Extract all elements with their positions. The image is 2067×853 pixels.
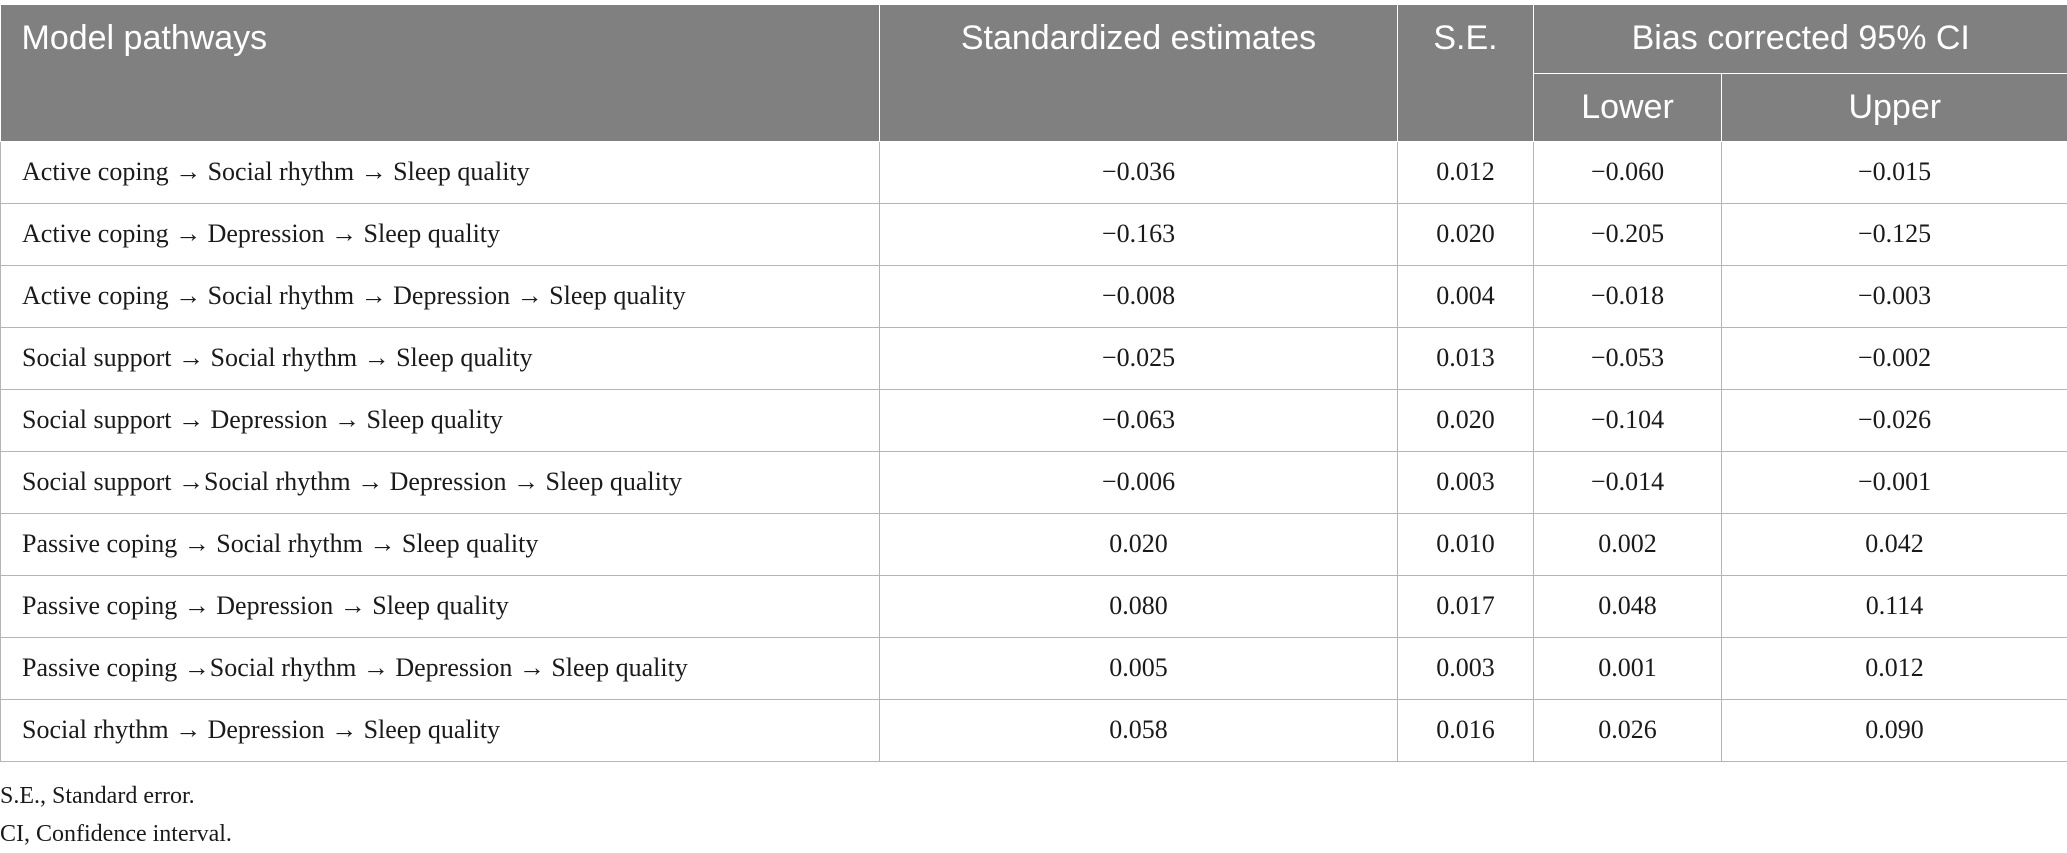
- cell-upper: 0.042: [1722, 513, 2067, 575]
- cell-estimate: −0.008: [880, 265, 1398, 327]
- cell-se: 0.016: [1398, 699, 1534, 761]
- note-confidence-interval: CI, Confidence interval.: [0, 815, 232, 853]
- cell-lower: 0.026: [1534, 699, 1722, 761]
- cell-pathway: Passive coping → Depression → Sleep qual…: [1, 575, 880, 637]
- cell-se: 0.003: [1398, 451, 1534, 513]
- cell-estimate: −0.063: [880, 389, 1398, 451]
- cell-upper: 0.090: [1722, 699, 2067, 761]
- cell-estimate: 0.005: [880, 637, 1398, 699]
- cell-se: 0.017: [1398, 575, 1534, 637]
- mediation-table: Model pathways Standardized estimates S.…: [0, 5, 2067, 762]
- cell-estimate: 0.020: [880, 513, 1398, 575]
- cell-pathway: Social rhythm → Depression → Sleep quali…: [1, 699, 880, 761]
- cell-se: 0.012: [1398, 141, 1534, 203]
- table-notes: S.E., Standard error. CI, Confidence int…: [0, 777, 232, 853]
- header-upper: Upper: [1722, 73, 2067, 141]
- cell-upper: −0.015: [1722, 141, 2067, 203]
- cell-se: 0.004: [1398, 265, 1534, 327]
- note-standard-error: S.E., Standard error.: [0, 777, 232, 815]
- cell-se: 0.020: [1398, 389, 1534, 451]
- cell-estimate: −0.025: [880, 327, 1398, 389]
- table-row: Active coping → Social rhythm → Sleep qu…: [1, 141, 2067, 203]
- cell-upper: −0.003: [1722, 265, 2067, 327]
- cell-estimate: −0.006: [880, 451, 1398, 513]
- cell-upper: −0.002: [1722, 327, 2067, 389]
- table-header: Model pathways Standardized estimates S.…: [1, 5, 2067, 141]
- cell-lower: 0.048: [1534, 575, 1722, 637]
- table-row: Social support → Social rhythm → Sleep q…: [1, 327, 2067, 389]
- cell-se: 0.010: [1398, 513, 1534, 575]
- cell-lower: −0.205: [1534, 203, 1722, 265]
- cell-upper: 0.114: [1722, 575, 2067, 637]
- cell-lower: −0.060: [1534, 141, 1722, 203]
- cell-pathway: Active coping → Depression → Sleep quali…: [1, 203, 880, 265]
- cell-se: 0.003: [1398, 637, 1534, 699]
- table-row: Passive coping → Depression → Sleep qual…: [1, 575, 2067, 637]
- header-lower: Lower: [1534, 73, 1722, 141]
- cell-lower: −0.104: [1534, 389, 1722, 451]
- header-ci-group: Bias corrected 95% CI: [1534, 5, 2067, 73]
- cell-upper: −0.001: [1722, 451, 2067, 513]
- cell-lower: −0.018: [1534, 265, 1722, 327]
- table-row: Passive coping → Social rhythm → Sleep q…: [1, 513, 2067, 575]
- table-body: Active coping → Social rhythm → Sleep qu…: [1, 141, 2067, 761]
- cell-estimate: −0.163: [880, 203, 1398, 265]
- cell-pathway: Active coping → Social rhythm → Depressi…: [1, 265, 880, 327]
- cell-pathway: Social support → Social rhythm → Sleep q…: [1, 327, 880, 389]
- header-model-pathways: Model pathways: [1, 5, 880, 141]
- cell-lower: 0.001: [1534, 637, 1722, 699]
- table-row: Social rhythm → Depression → Sleep quali…: [1, 699, 2067, 761]
- cell-upper: 0.012: [1722, 637, 2067, 699]
- table-row: Social support → Depression → Sleep qual…: [1, 389, 2067, 451]
- cell-pathway: Social support → Depression → Sleep qual…: [1, 389, 880, 451]
- cell-upper: −0.026: [1722, 389, 2067, 451]
- table-row: Active coping → Depression → Sleep quali…: [1, 203, 2067, 265]
- cell-lower: −0.014: [1534, 451, 1722, 513]
- table-row: Social support →Social rhythm → Depressi…: [1, 451, 2067, 513]
- cell-se: 0.013: [1398, 327, 1534, 389]
- cell-estimate: 0.058: [880, 699, 1398, 761]
- cell-upper: −0.125: [1722, 203, 2067, 265]
- cell-estimate: 0.080: [880, 575, 1398, 637]
- cell-estimate: −0.036: [880, 141, 1398, 203]
- cell-pathway: Active coping → Social rhythm → Sleep qu…: [1, 141, 880, 203]
- cell-pathway: Passive coping → Social rhythm → Sleep q…: [1, 513, 880, 575]
- table-row: Passive coping →Social rhythm → Depressi…: [1, 637, 2067, 699]
- cell-pathway: Social support →Social rhythm → Depressi…: [1, 451, 880, 513]
- cell-pathway: Passive coping →Social rhythm → Depressi…: [1, 637, 880, 699]
- cell-lower: −0.053: [1534, 327, 1722, 389]
- header-standardized-estimates: Standardized estimates: [880, 5, 1398, 141]
- header-standard-error: S.E.: [1398, 5, 1534, 141]
- table-row: Active coping → Social rhythm → Depressi…: [1, 265, 2067, 327]
- cell-lower: 0.002: [1534, 513, 1722, 575]
- cell-se: 0.020: [1398, 203, 1534, 265]
